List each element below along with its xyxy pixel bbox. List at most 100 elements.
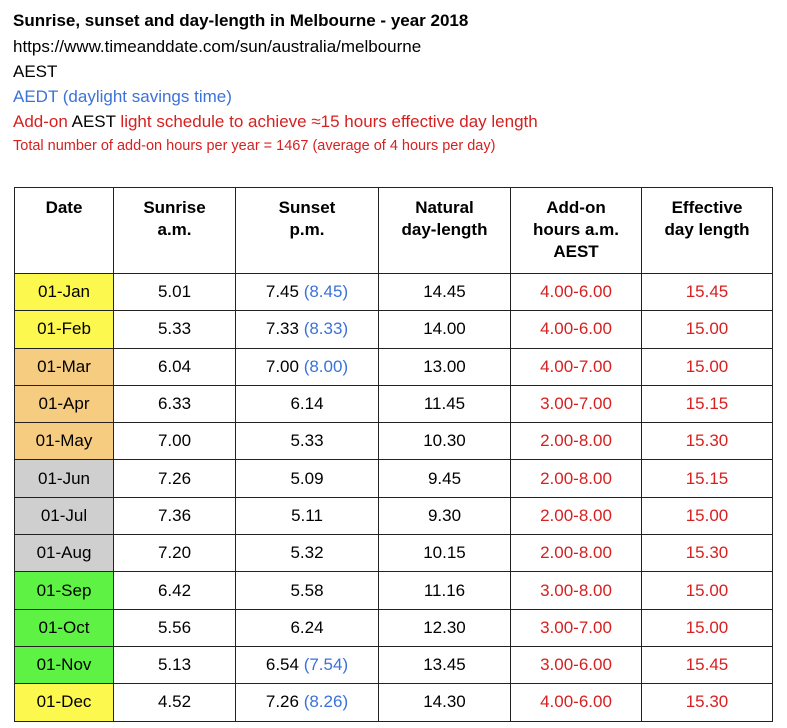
sunrise-cell: 7.26 [113,459,236,498]
table-row: 01-Jul 7.36 5.11 9.30 2.00-8.00 15.00 [14,496,773,536]
sunset-cell: 5.32 [235,534,379,573]
sunset-aest: 6.54 [265,655,299,675]
sunset-aest: 7.26 [265,692,299,712]
col-header-sunrise: Sunrise a.m. [113,187,236,274]
addon-hours-cell: 3.00-7.00 [510,384,642,424]
sunrise-cell: 6.42 [113,571,236,610]
effective-daylength-cell: 15.15 [641,459,773,498]
date-cell: 01-Aug [14,534,114,573]
natural-daylength-cell: 10.15 [378,534,511,573]
col-header-effective: Effective day length [641,187,773,274]
natural-daylength-cell: 14.30 [378,683,511,722]
natural-daylength-cell: 9.45 [378,459,511,498]
addon-hours-cell: 3.00-8.00 [510,571,642,610]
aest-legend: AEST [13,62,58,81]
sunset-aest: 5.58 [290,580,324,600]
sunset-aedt: (8.00) [298,356,349,376]
sunset-aest: 7.33 [265,319,299,339]
sunset-cell: 6.14 [235,384,379,424]
addon-hours-cell: 3.00-7.00 [510,608,642,647]
effective-daylength-cell: 15.30 [641,534,773,573]
table-row: 01-Jun 7.26 5.09 9.45 2.00-8.00 15.15 [14,459,773,498]
table-row: 01-Dec 4.52 7.26 (8.26) 14.30 4.00-6.00 15.30 [14,683,773,722]
sunset-cell: 6.54 (7.54) [235,645,379,685]
natural-daylength-cell: 14.45 [378,272,511,312]
sunrise-cell: 5.01 [113,272,236,312]
addon-hours-cell: 4.00-6.00 [510,272,642,312]
date-cell: 01-Feb [14,310,114,349]
sunset-cell: 7.45 (8.45) [235,272,379,312]
sunrise-cell: 7.00 [113,422,236,461]
sunset-cell: 7.26 (8.26) [235,683,379,722]
addon-hours-cell: 2.00-8.00 [510,422,642,461]
sunset-aest: 6.14 [290,394,324,414]
addon-hours-cell: 2.00-8.00 [510,534,642,573]
natural-daylength-cell: 9.30 [378,496,511,536]
effective-daylength-cell: 15.45 [641,272,773,312]
sunrise-cell: 6.33 [113,384,236,424]
table-row: 01-Oct 5.56 6.24 12.30 3.00-7.00 15.00 [14,608,773,647]
effective-daylength-cell: 15.15 [641,384,773,424]
natural-daylength-cell: 10.30 [378,422,511,461]
addon-hours-cell: 2.00-8.00 [510,459,642,498]
date-cell: 01-Nov [14,645,114,685]
date-cell: 01-Oct [14,608,114,647]
col-header-date: Date [14,187,114,274]
sunset-aedt: (7.54) [298,655,349,675]
sunset-aest: 5.32 [290,543,324,563]
table-row: 01-Aug 7.20 5.32 10.15 2.00-8.00 15.30 [14,534,773,573]
effective-daylength-cell: 15.00 [641,310,773,349]
aedt-legend: AEDT (daylight savings time) [13,87,232,106]
date-cell: 01-Dec [14,683,114,722]
addon-hours-cell: 4.00-7.00 [510,347,642,386]
date-cell: 01-May [14,422,114,461]
sunrise-cell: 5.56 [113,608,236,647]
natural-daylength-cell: 11.16 [378,571,511,610]
sunrise-cell: 4.52 [113,683,236,722]
addon-legend-suffix: light schedule to achieve ≈15 hours effe… [115,112,538,131]
date-cell: 01-Jan [14,272,114,312]
sunrise-cell: 7.20 [113,534,236,573]
date-cell: 01-Jul [14,496,114,536]
source-url: https://www.timeanddate.com/sun/australi… [13,37,422,56]
document-header: Sunrise, sunset and day-length in Melbou… [13,8,783,158]
sunset-aest: 7.00 [265,356,299,376]
sunset-aest: 6.24 [290,617,324,637]
table-row: 01-Sep 6.42 5.58 11.16 3.00-8.00 15.00 [14,571,773,610]
natural-daylength-cell: 13.00 [378,347,511,386]
addon-legend-aest: AEST [71,112,116,131]
addon-legend-prefix: Add-on [13,112,72,131]
table-row: 01-Mar 6.04 7.00 (8.00) 13.00 4.00-7.00 15.00 [14,347,773,386]
effective-daylength-cell: 15.45 [641,645,773,685]
addon-hours-cell: 4.00-6.00 [510,683,642,722]
effective-daylength-cell: 15.30 [641,683,773,722]
table-row: 01-Nov 5.13 6.54 (7.54) 13.45 3.00-6.00 15.45 [14,645,773,685]
table-header-row: Date Sunrise a.m. Sunset p.m. Natural day-l… [14,187,773,274]
table-row: 01-Jan 5.01 7.45 (8.45) 14.45 4.00-6.00 15.45 [14,272,773,312]
page-title: Sunrise, sunset and day-length in Melbou… [13,11,469,30]
addon-hours-cell: 2.00-8.00 [510,496,642,536]
table-row: 01-Feb 5.33 7.33 (8.33) 14.00 4.00-6.00 15.00 [14,310,773,349]
effective-daylength-cell: 15.00 [641,496,773,536]
table-row: 01-Apr 6.33 6.14 11.45 3.00-7.00 15.15 [14,384,773,424]
total-addon-hours: Total number of add-on hours per year = … [13,138,496,154]
sunset-aest: 5.11 [291,505,323,525]
sunset-cell: 5.09 [235,459,379,498]
addon-legend: Add-on AEST light schedule to achieve ≈1… [13,109,783,134]
natural-daylength-cell: 14.00 [378,310,511,349]
natural-daylength-cell: 13.45 [378,645,511,685]
date-cell: 01-Mar [14,347,114,386]
sunset-cell: 5.11 [235,496,379,536]
sunrise-cell: 7.36 [113,496,236,536]
sun-times-table: Date Sunrise a.m. Sunset p.m. Natural day-l… [14,187,773,722]
addon-hours-cell: 4.00-6.00 [510,310,642,349]
date-cell: 01-Sep [14,571,114,610]
sunrise-cell: 5.13 [113,645,236,685]
sunset-aedt: (8.33) [298,319,349,339]
sunset-aedt: (8.45) [298,282,349,302]
sunset-cell: 7.00 (8.00) [235,347,379,386]
table-row: 01-May 7.00 5.33 10.30 2.00-8.00 15.30 [14,422,773,461]
sunset-aedt: (8.26) [298,692,349,712]
sunset-cell: 5.33 [235,422,379,461]
effective-daylength-cell: 15.00 [641,347,773,386]
